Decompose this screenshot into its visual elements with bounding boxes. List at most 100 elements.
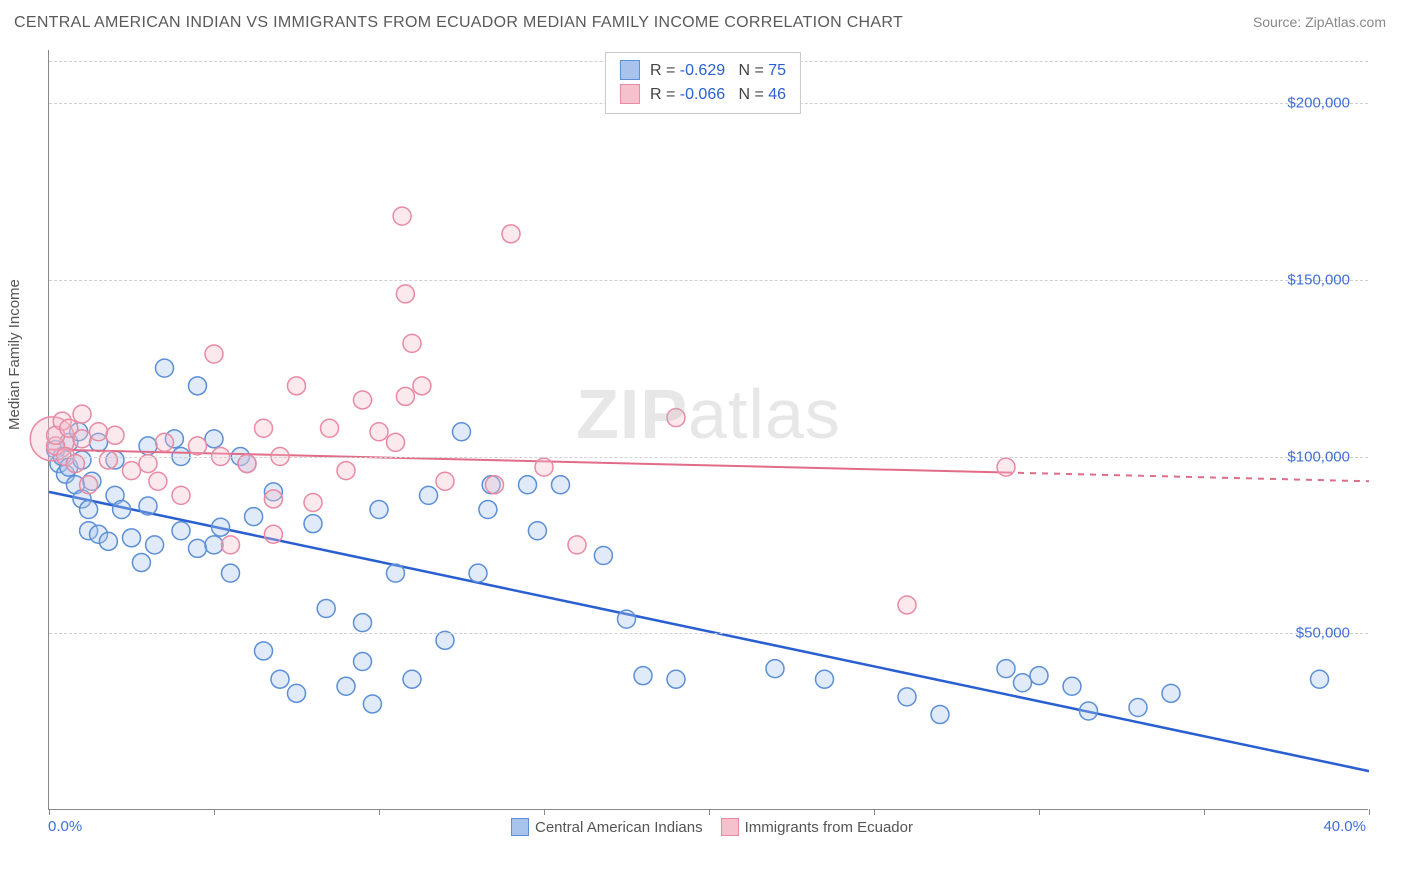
- scatter-point-blue: [1162, 684, 1180, 702]
- scatter-point-blue: [1030, 667, 1048, 685]
- scatter-point-blue: [667, 670, 685, 688]
- legend-swatch-pink: [721, 818, 739, 836]
- scatter-point-pink: [403, 334, 421, 352]
- x-tick: [379, 809, 380, 815]
- scatter-point-pink: [396, 285, 414, 303]
- scatter-point-pink: [436, 472, 454, 490]
- chart-title: CENTRAL AMERICAN INDIAN VS IMMIGRANTS FR…: [14, 14, 903, 32]
- scatter-point-blue: [255, 642, 273, 660]
- scatter-point-pink: [396, 387, 414, 405]
- scatter-point-pink: [189, 437, 207, 455]
- scatter-point-blue: [212, 518, 230, 536]
- x-tick: [1369, 809, 1370, 815]
- scatter-point-pink: [73, 430, 91, 448]
- scatter-point-pink: [90, 423, 108, 441]
- scatter-point-blue: [156, 359, 174, 377]
- scatter-point-pink: [264, 490, 282, 508]
- legend-swatch-blue: [511, 818, 529, 836]
- scatter-point-blue: [1129, 698, 1147, 716]
- scatter-point-pink: [222, 536, 240, 554]
- scatter-point-blue: [387, 564, 405, 582]
- scatter-point-pink: [73, 405, 91, 423]
- scatter-point-blue: [618, 610, 636, 628]
- stats-row-blue: R = -0.629 N = 75: [620, 59, 786, 83]
- scatter-point-pink: [288, 377, 306, 395]
- scatter-point-pink: [156, 433, 174, 451]
- scatter-point-blue: [337, 677, 355, 695]
- scatter-point-blue: [519, 476, 537, 494]
- source-attribution: Source: ZipAtlas.com: [1253, 14, 1386, 30]
- scatter-point-blue: [528, 522, 546, 540]
- scatter-point-blue: [222, 564, 240, 582]
- scatter-point-blue: [453, 423, 471, 441]
- scatter-point-blue: [205, 430, 223, 448]
- scatter-point-blue: [132, 554, 150, 572]
- y-tick-label: $200,000: [1287, 95, 1350, 112]
- trend-line-pink-dashed: [1006, 473, 1369, 482]
- stats-legend-box: R = -0.629 N = 75R = -0.066 N = 46: [605, 52, 801, 114]
- source-value: ZipAtlas.com: [1305, 14, 1386, 30]
- scatter-point-pink: [304, 493, 322, 511]
- scatter-point-blue: [816, 670, 834, 688]
- x-tick: [874, 809, 875, 815]
- scatter-point-pink: [264, 525, 282, 543]
- y-tick-label: $100,000: [1287, 448, 1350, 465]
- scatter-point-pink: [997, 458, 1015, 476]
- scatter-point-pink: [667, 409, 685, 427]
- x-tick: [49, 809, 50, 815]
- y-axis-label: Median Family Income: [6, 279, 23, 430]
- x-tick: [544, 809, 545, 815]
- scatter-point-pink: [123, 462, 141, 480]
- scatter-point-pink: [106, 426, 124, 444]
- scatter-point-pink: [370, 423, 388, 441]
- scatter-point-blue: [420, 486, 438, 504]
- scatter-point-blue: [205, 536, 223, 554]
- source-label: Source:: [1253, 14, 1301, 30]
- scatter-point-blue: [245, 508, 263, 526]
- legend-swatch-pink: [620, 84, 640, 104]
- scatter-point-pink: [205, 345, 223, 363]
- scatter-point-blue: [634, 667, 652, 685]
- scatter-point-blue: [1080, 702, 1098, 720]
- stats-row-pink: R = -0.066 N = 46: [620, 83, 786, 107]
- scatter-point-blue: [304, 515, 322, 533]
- scatter-point-blue: [189, 539, 207, 557]
- legend-bottom: Central American IndiansImmigrants from …: [0, 818, 1406, 836]
- scatter-point-pink: [502, 225, 520, 243]
- scatter-point-blue: [931, 706, 949, 724]
- scatter-point-pink: [255, 419, 273, 437]
- scatter-point-blue: [172, 522, 190, 540]
- scatter-point-blue: [317, 600, 335, 618]
- scatter-point-blue: [403, 670, 421, 688]
- x-tick: [709, 809, 710, 815]
- plot-svg: [49, 50, 1368, 809]
- scatter-point-blue: [997, 660, 1015, 678]
- scatter-point-pink: [80, 476, 98, 494]
- scatter-point-pink: [535, 458, 553, 476]
- scatter-point-blue: [288, 684, 306, 702]
- scatter-point-blue: [1311, 670, 1329, 688]
- scatter-point-pink: [149, 472, 167, 490]
- scatter-point-blue: [189, 377, 207, 395]
- scatter-point-blue: [1014, 674, 1032, 692]
- trend-line-blue: [49, 492, 1369, 771]
- scatter-point-pink: [413, 377, 431, 395]
- scatter-point-pink: [898, 596, 916, 614]
- gridline: [49, 457, 1368, 458]
- scatter-point-pink: [568, 536, 586, 554]
- scatter-point-pink: [354, 391, 372, 409]
- gridline: [49, 633, 1368, 634]
- scatter-point-pink: [393, 207, 411, 225]
- scatter-point-pink: [486, 476, 504, 494]
- scatter-point-pink: [337, 462, 355, 480]
- plot-area: ZIPatlas $50,000$100,000$150,000$200,000: [48, 50, 1368, 810]
- scatter-point-blue: [113, 501, 131, 519]
- scatter-point-blue: [594, 546, 612, 564]
- scatter-point-blue: [552, 476, 570, 494]
- x-tick: [1039, 809, 1040, 815]
- scatter-point-blue: [354, 614, 372, 632]
- scatter-point-pink: [387, 433, 405, 451]
- scatter-point-blue: [766, 660, 784, 678]
- scatter-point-blue: [271, 670, 289, 688]
- gridline: [49, 280, 1368, 281]
